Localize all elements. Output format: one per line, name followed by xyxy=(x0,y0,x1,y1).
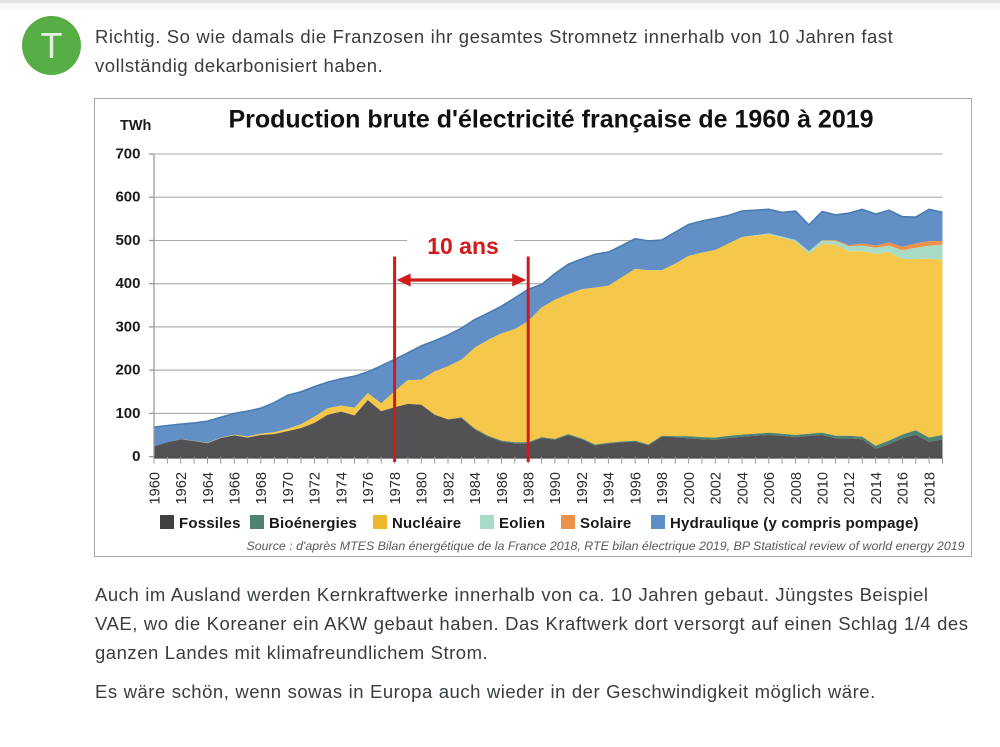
svg-text:TWh: TWh xyxy=(120,118,151,134)
svg-text:2006: 2006 xyxy=(762,472,778,504)
svg-text:1974: 1974 xyxy=(334,472,350,504)
svg-text:1972: 1972 xyxy=(308,472,324,504)
svg-text:1980: 1980 xyxy=(415,472,431,504)
svg-text:1970: 1970 xyxy=(281,472,297,504)
svg-text:1964: 1964 xyxy=(201,472,217,504)
svg-text:2010: 2010 xyxy=(816,472,832,504)
svg-text:300: 300 xyxy=(115,318,140,335)
svg-text:2000: 2000 xyxy=(682,472,698,504)
svg-text:Fossiles: Fossiles xyxy=(179,515,241,532)
svg-text:Hydraulique (y compris pompage: Hydraulique (y compris pompage) xyxy=(670,515,919,532)
svg-text:2012: 2012 xyxy=(842,472,858,504)
svg-text:100: 100 xyxy=(115,405,140,422)
svg-text:500: 500 xyxy=(115,232,140,249)
svg-text:Bioénergies: Bioénergies xyxy=(269,515,357,532)
svg-text:1960: 1960 xyxy=(147,472,163,504)
svg-text:2002: 2002 xyxy=(709,472,725,504)
svg-text:700: 700 xyxy=(115,146,140,163)
svg-text:2014: 2014 xyxy=(869,472,885,504)
svg-text:Source : d'après MTES Bilan én: Source : d'après MTES Bilan énergétique … xyxy=(247,539,965,553)
svg-text:2004: 2004 xyxy=(735,472,751,504)
svg-text:1994: 1994 xyxy=(602,472,618,504)
svg-text:Nucléaire: Nucléaire xyxy=(392,515,461,532)
svg-text:1982: 1982 xyxy=(441,472,457,504)
svg-text:1990: 1990 xyxy=(548,472,564,504)
svg-text:1992: 1992 xyxy=(575,472,591,504)
svg-text:1986: 1986 xyxy=(495,472,511,504)
svg-text:200: 200 xyxy=(115,362,140,379)
svg-text:Eolien: Eolien xyxy=(499,515,545,532)
svg-text:2016: 2016 xyxy=(896,472,912,504)
svg-text:1976: 1976 xyxy=(361,472,377,504)
svg-text:Solaire: Solaire xyxy=(580,515,631,532)
svg-text:1962: 1962 xyxy=(174,472,190,504)
svg-text:10 ans: 10 ans xyxy=(427,233,499,259)
svg-text:1978: 1978 xyxy=(388,472,404,504)
svg-text:2008: 2008 xyxy=(789,472,805,504)
svg-text:0: 0 xyxy=(132,448,140,465)
svg-text:400: 400 xyxy=(115,275,140,292)
svg-text:1996: 1996 xyxy=(628,472,644,504)
svg-text:1984: 1984 xyxy=(468,472,484,504)
svg-text:1968: 1968 xyxy=(254,472,270,504)
svg-text:1988: 1988 xyxy=(522,472,538,504)
svg-text:2018: 2018 xyxy=(922,472,938,504)
svg-text:600: 600 xyxy=(115,189,140,206)
svg-text:1966: 1966 xyxy=(228,472,244,504)
svg-text:1998: 1998 xyxy=(655,472,671,504)
svg-text:Production brute d'électricité: Production brute d'électricité française… xyxy=(228,106,873,134)
